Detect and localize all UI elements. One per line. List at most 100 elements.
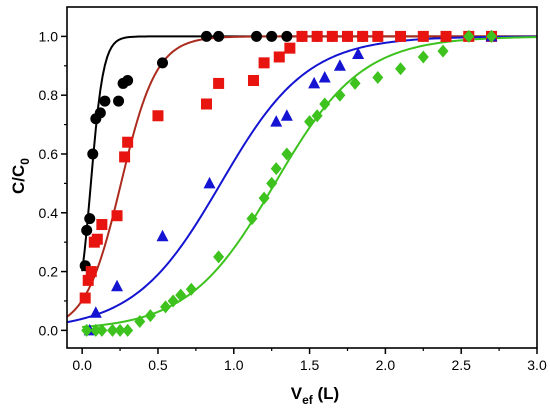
x-tick-label: 2.0 xyxy=(376,357,396,373)
data-point-s2 xyxy=(395,30,407,42)
data-point-s4 xyxy=(372,71,384,85)
y-axis-ticks: 0.0 0.2 0.4 0.6 0.8 1.0 xyxy=(39,28,67,338)
x-axis-title: Vef (L) xyxy=(291,384,339,407)
data-point-s4 xyxy=(266,176,278,190)
data-point-s2 xyxy=(119,151,131,163)
data-point-s2 xyxy=(91,233,103,245)
data-point-s4 xyxy=(311,109,323,123)
data-point-s2 xyxy=(247,74,259,86)
data-point-s2 xyxy=(79,292,91,304)
data-point-s2 xyxy=(111,210,123,222)
data-point-s4 xyxy=(486,29,498,43)
data-point-s2 xyxy=(82,274,94,286)
data-point-s4 xyxy=(463,29,475,43)
fit-curves xyxy=(66,35,538,328)
data-point-s4 xyxy=(175,288,187,302)
data-point-s4 xyxy=(134,315,146,329)
data-point-s2 xyxy=(284,42,296,54)
data-point-s4 xyxy=(213,250,225,264)
data-point-s2 xyxy=(341,30,353,42)
data-point-s3 xyxy=(333,59,346,71)
x-tick-label: 1.5 xyxy=(300,357,320,373)
data-point-s2 xyxy=(326,30,338,42)
data-point-s1 xyxy=(200,30,212,42)
data-point-s2 xyxy=(357,30,369,42)
data-point-s1 xyxy=(81,224,93,236)
data-point-s3 xyxy=(111,279,124,292)
data-point-s2 xyxy=(213,77,225,89)
data-point-s2 xyxy=(296,30,308,42)
data-point-s4 xyxy=(281,147,293,161)
data-point-s1 xyxy=(84,213,96,225)
x-tick-label: 3.0 xyxy=(527,357,547,373)
data-point-s3 xyxy=(308,76,321,89)
data-point-s4 xyxy=(81,323,93,337)
data-point-s1 xyxy=(251,30,263,42)
y-tick-label: 0.4 xyxy=(39,205,59,221)
data-point-s4 xyxy=(185,282,197,296)
data-point-s4 xyxy=(90,323,102,337)
x-tick-label: 0.5 xyxy=(148,357,168,373)
fit-curve-1 xyxy=(81,35,537,272)
data-point-s2 xyxy=(440,30,452,42)
data-point-s4 xyxy=(319,97,331,111)
data-point-s2 xyxy=(372,30,384,42)
data-point-s3 xyxy=(203,176,216,189)
data-point-s2 xyxy=(417,30,429,42)
data-point-s1 xyxy=(94,107,106,119)
x-tick-label: 1.0 xyxy=(224,357,244,373)
data-point-s1 xyxy=(87,148,99,160)
data-point-s4 xyxy=(304,115,316,129)
data-point-s4 xyxy=(246,212,258,226)
data-point-s2 xyxy=(273,51,285,63)
y-tick-label: 0.8 xyxy=(39,87,59,103)
y-axis-title: C/C0 xyxy=(9,158,32,194)
data-point-s4 xyxy=(270,162,282,176)
data-point-s3 xyxy=(280,109,293,121)
data-point-s1 xyxy=(213,30,225,42)
data-point-s4 xyxy=(167,294,179,308)
data-point-s1 xyxy=(122,74,134,86)
x-tick-label: 0.0 xyxy=(72,357,92,373)
fit-curve-2 xyxy=(66,35,537,318)
data-point-s4 xyxy=(395,62,407,76)
data-point-s3 xyxy=(89,306,102,318)
data-point-s4 xyxy=(258,191,270,205)
data-point-s2 xyxy=(122,136,134,148)
data-point-s3 xyxy=(270,115,283,127)
data-point-s2 xyxy=(96,219,108,231)
data-points xyxy=(79,29,498,337)
y-tick-label: 1.0 xyxy=(39,28,59,44)
data-point-s1 xyxy=(281,30,293,42)
y-tick-label: 0.0 xyxy=(39,322,59,338)
data-point-s4 xyxy=(417,50,429,64)
data-point-s4 xyxy=(122,323,134,337)
y-tick-label: 0.6 xyxy=(39,146,59,162)
data-point-s4 xyxy=(437,44,449,58)
x-tick-label: 2.5 xyxy=(451,357,471,373)
data-point-s4 xyxy=(144,309,156,323)
data-point-s4 xyxy=(334,88,346,102)
data-point-s2 xyxy=(200,98,212,110)
y-tick-label: 0.2 xyxy=(39,264,59,280)
data-point-s1 xyxy=(266,30,278,42)
x-axis-ticks: 0.0 0.5 1.0 1.5 2.0 2.5 3.0 xyxy=(72,348,547,373)
plot-frame xyxy=(66,6,538,349)
fit-curve-4 xyxy=(82,36,538,328)
data-point-s2 xyxy=(85,266,97,278)
data-point-s2 xyxy=(258,57,270,69)
data-point-s3 xyxy=(318,71,331,83)
data-point-s1 xyxy=(99,95,111,107)
data-point-s4 xyxy=(160,300,172,314)
fit-curve-3 xyxy=(66,35,538,324)
data-point-s4 xyxy=(96,323,108,337)
data-point-s1 xyxy=(113,95,125,107)
data-point-s1 xyxy=(157,57,169,69)
data-point-s4 xyxy=(106,323,118,337)
data-point-s2 xyxy=(311,30,323,42)
data-point-s4 xyxy=(114,323,126,337)
data-point-s3 xyxy=(352,47,365,60)
data-point-s2 xyxy=(152,110,164,122)
data-point-s4 xyxy=(349,76,361,90)
